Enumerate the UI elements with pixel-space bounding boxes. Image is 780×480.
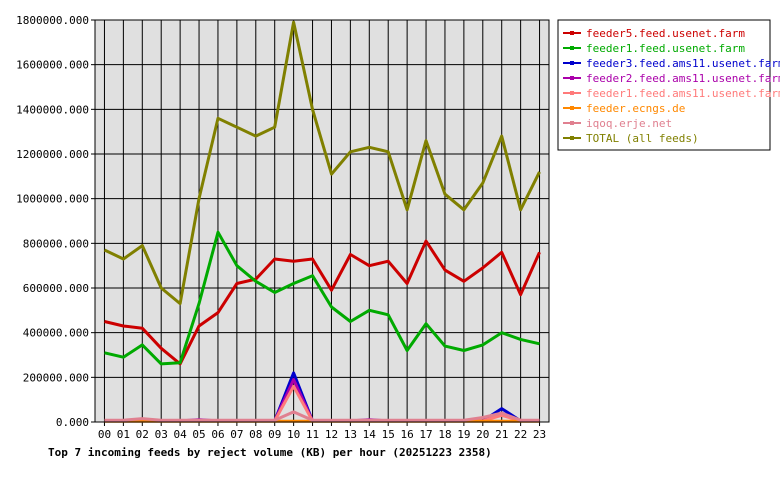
- x-tick-label: 15: [382, 428, 395, 441]
- legend-marker: [570, 91, 574, 95]
- x-tick-labels: 00 01 02 03 04 05 06 07 08 09 10 11 12 13 14 15 16 17 18 19…: [98, 428, 546, 441]
- y-tick-label: 600000.000: [23, 282, 89, 295]
- plot-frame: [94, 19, 550, 423]
- legend-label: iqoq.erje.net: [586, 117, 672, 130]
- series-lines: [103, 20, 541, 423]
- legend: feeder5.feed.usenet.farm feeder1.feed.use…: [557, 19, 780, 151]
- y-tick-label: 1400000.000: [16, 103, 89, 116]
- grid: [91, 19, 549, 426]
- legend-marker: [570, 106, 574, 110]
- legend-label: feeder.ecngs.de: [586, 102, 685, 115]
- x-tick-label: 21: [495, 428, 508, 441]
- y-tick-label: 200000.000: [23, 371, 89, 384]
- x-tick-label: 20: [476, 428, 489, 441]
- x-tick-label: 16: [401, 428, 414, 441]
- x-tick-label: 02: [136, 428, 149, 441]
- y-tick-label: 1200000.000: [16, 148, 89, 161]
- x-tick-label: 13: [344, 428, 357, 441]
- x-tick-label: 00: [98, 428, 111, 441]
- x-tick-label: 07: [230, 428, 243, 441]
- y-tick-label: 1000000.000: [16, 193, 89, 206]
- x-tick-label: 22: [514, 428, 527, 441]
- x-tick-label: 04: [174, 428, 188, 441]
- x-tick-label: 05: [192, 428, 205, 441]
- x-tick-label: 17: [419, 428, 432, 441]
- series-line-0: [104, 239, 541, 366]
- legend-marker: [570, 121, 574, 125]
- x-tick-label: 01: [117, 428, 130, 441]
- chart-title: Top 7 incoming feeds by reject volume (K…: [48, 446, 492, 459]
- y-tick-label: 400000.000: [23, 327, 89, 340]
- series-line-6: [104, 410, 540, 422]
- plot-area: [95, 20, 549, 422]
- legend-label: feeder2.feed.ams11.usenet.farm: [586, 72, 780, 85]
- y-tick-label: 1600000.000: [16, 59, 89, 72]
- x-tick-label: 12: [325, 428, 338, 441]
- x-tick-label: 03: [155, 428, 168, 441]
- legend-label: feeder5.feed.usenet.farm: [586, 27, 745, 40]
- x-tick-label: 19: [457, 428, 470, 441]
- y-tick-labels: 0.000 200000.000 400000.000 600000.000 80000…: [16, 14, 89, 429]
- series-line-7: [103, 20, 541, 306]
- x-tick-label: 14: [363, 428, 377, 441]
- legend-label: feeder1.feed.ams11.usenet.farm: [586, 87, 780, 100]
- legend-marker: [570, 61, 574, 65]
- x-tick-label: 18: [438, 428, 451, 441]
- legend-label: feeder3.feed.ams11.usenet.farm: [586, 57, 780, 70]
- legend-marker: [570, 31, 574, 35]
- series-line-1: [104, 230, 540, 366]
- legend-marker: [570, 46, 574, 50]
- x-tick-label: 23: [533, 428, 546, 441]
- y-tick-label: 1800000.000: [16, 14, 89, 27]
- legend-marker: [570, 136, 574, 140]
- x-tick-label: 06: [211, 428, 224, 441]
- x-tick-label: 10: [287, 428, 300, 441]
- x-tick-label: 11: [306, 428, 319, 441]
- legend-label: feeder1.feed.usenet.farm: [586, 42, 745, 55]
- legend-marker: [570, 76, 574, 80]
- legend-box: [557, 19, 771, 151]
- y-tick-label: 800000.000: [23, 237, 89, 250]
- x-tick-label: 08: [249, 428, 262, 441]
- x-tick-label: 09: [268, 428, 281, 441]
- y-tick-label: 0.000: [56, 416, 89, 429]
- legend-label: TOTAL (all feeds): [586, 132, 699, 145]
